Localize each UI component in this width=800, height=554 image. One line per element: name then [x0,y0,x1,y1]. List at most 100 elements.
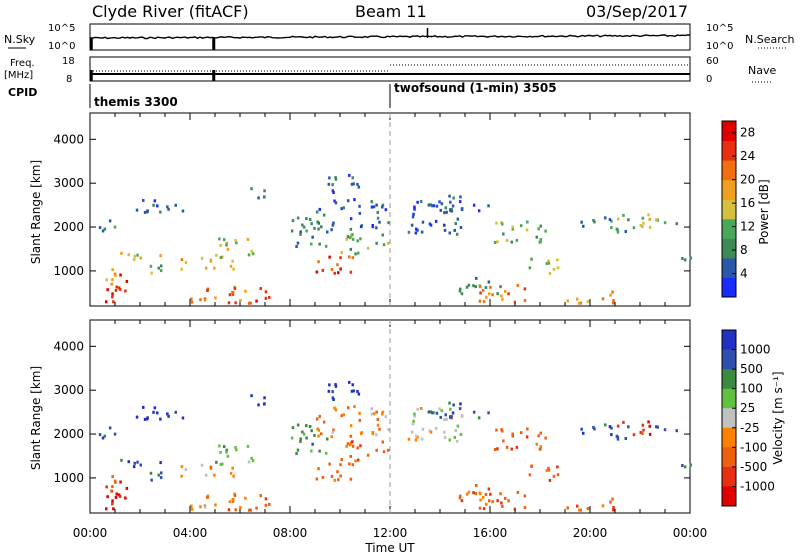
velocity-cell [199,505,202,509]
power-cell [231,259,234,263]
power-cell [330,228,333,232]
power-cell [381,233,384,237]
velocity-cell [203,505,207,509]
power-cell [528,266,532,270]
velocity-cell [472,491,475,495]
cpid-segment-1: themis 3300 [94,95,178,109]
velocity-colorbar-swatch [722,466,736,487]
power-cell [443,211,446,215]
power-cell [538,240,542,244]
power-cell [227,301,231,305]
power-ytick-label: 1000 [53,264,84,278]
velocity-cell [359,432,363,436]
power-cell [328,176,331,180]
freq-tick-bottom: 8 [66,74,72,85]
velocity-cell [334,408,338,412]
velocity-cell [255,506,258,510]
velocity-colorbar: 1000 500 100 25 -25 -100 -500 -1000 [721,329,775,507]
power-cell [507,292,510,296]
power-cell [264,296,268,300]
velocity-cell [110,489,113,493]
velocity-cell [166,412,169,416]
velocity-cell [382,450,386,454]
velocity-cell [493,448,497,451]
velocity-cell [299,439,302,443]
velocity-cell [460,499,464,503]
power-cell [209,258,213,262]
velocity-cell [108,426,112,430]
power-cell [248,301,251,305]
power-cell [339,256,342,260]
velocity-cell [451,411,455,415]
power-cell [332,191,335,194]
power-cell [438,200,441,204]
velocity-colorbar-tick-label: 100 [740,382,763,396]
power-cell [357,251,360,255]
power-cell [500,294,503,298]
power-cell [566,299,569,303]
power-colorbar-tick-label: 28 [740,126,755,140]
velocity-cell [330,474,334,478]
velocity-cell [663,428,667,432]
velocity-cell [247,460,251,464]
power-cell [580,220,583,224]
velocity-cell [504,496,507,500]
velocity-cell [432,411,436,415]
power-cell [376,216,380,220]
velocity-cell [507,499,510,503]
power-cell [105,278,108,282]
power-cell [455,232,459,236]
power-cell [502,232,505,236]
power-cell [478,299,482,303]
velocity-cell [310,429,313,433]
velocity-cell [296,448,300,452]
power-cell [333,199,336,203]
velocity-cell [648,432,652,436]
power-cell [440,202,444,206]
power-cell [112,300,115,304]
power-cell [489,285,492,289]
velocity-cell [431,411,434,415]
power-cell [103,227,107,231]
velocity-cell [491,500,494,504]
velocity-cell [566,506,569,510]
velocity-cell [112,507,115,511]
power-cell [475,276,478,280]
velocity-cell [375,433,378,437]
velocity-cell [381,440,384,444]
velocity-cell [328,462,331,466]
power-cell [427,203,431,207]
power-cell [378,220,381,224]
power-cell [203,298,207,302]
power-cell [156,204,159,208]
power-cell [310,242,313,246]
velocity-y-axis-label: Slant Range [km] [29,366,43,470]
power-cell [334,201,338,205]
velocity-cell [234,508,237,512]
velocity-cell [495,428,498,432]
power-cell [311,235,314,239]
power-cell [322,213,326,217]
power-cell [159,210,162,214]
velocity-cell [98,433,102,437]
velocity-cell [370,412,374,416]
power-cell [421,220,425,224]
power-cell [372,205,376,209]
velocity-cell [133,461,136,465]
power-cell [656,218,659,222]
power-cell [460,208,464,211]
velocity-cell [681,464,684,467]
power-cell [535,235,538,239]
velocity-cell [317,434,320,438]
power-cell [142,198,145,202]
power-cell [477,209,481,213]
velocity-cell [371,431,374,434]
power-cell [299,230,302,234]
velocity-cell [548,478,552,482]
power-cell [663,221,667,225]
power-cell [556,258,559,262]
velocity-cell [264,497,268,501]
power-cell [330,267,334,271]
power-cell [384,208,388,212]
velocity-colorbar-frame [721,329,737,507]
